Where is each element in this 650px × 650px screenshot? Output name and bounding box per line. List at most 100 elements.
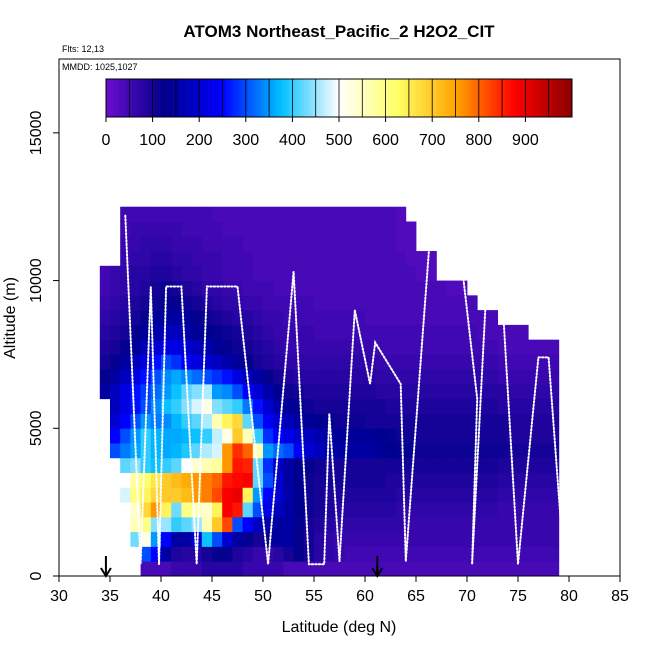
heatmap-cell-4-1: [140, 502, 152, 518]
heatmap-cell-24-23: [354, 206, 366, 222]
heatmap-cell-8-32: [436, 443, 447, 459]
heatmap-cell-24-16: [283, 206, 294, 222]
colorbar-segment-43: [206, 79, 209, 117]
heatmap-cell-17-32: [426, 310, 437, 326]
colorbar-segment-100: [339, 79, 342, 117]
heatmap-cell-14-26: [365, 354, 376, 370]
colorbar-segment-171: [504, 79, 508, 117]
heatmap-cell-19-12: [222, 280, 233, 296]
heatmap-cell-9-1: [120, 428, 131, 444]
heatmap-cell-4-4: [171, 502, 182, 518]
heatmap-cell-0-25: [395, 561, 407, 577]
colorbar-segment-96: [329, 79, 333, 117]
heatmap-cell-2-22: [354, 531, 366, 547]
heatmap-cell-20-4: [140, 265, 152, 281]
heatmap-cell-5-34: [467, 487, 478, 503]
heatmap-cell-7-36: [487, 457, 498, 473]
heatmap-cell-17-24: [344, 310, 356, 326]
colorbar-segment-140: [432, 79, 435, 117]
heatmap-cell-19-9: [191, 280, 203, 296]
heatmap-cell-2-37: [507, 531, 519, 547]
heatmap-cell-15-4: [140, 339, 152, 355]
colorbar-segment-67: [262, 79, 265, 117]
heatmap-cell-23-14: [263, 221, 274, 237]
heatmap-cell-7-8: [201, 457, 213, 473]
heatmap-cell-5-42: [548, 487, 560, 503]
x-tick-label-4: 50: [254, 588, 272, 605]
heatmap-cell-11-0: [110, 398, 121, 414]
heatmap-cell-10-6: [171, 413, 182, 429]
colorbar-segment-46: [213, 79, 216, 117]
colorbar-segment-13: [136, 79, 139, 117]
heatmap-cell-9-23: [344, 428, 356, 444]
heatmap-cell-23-13: [252, 221, 264, 237]
heatmap-cell-1-28: [426, 546, 437, 562]
colorbar-segment-94: [325, 79, 328, 117]
colorbar-tick-label-3: 300: [232, 132, 259, 149]
heatmap-cell-0-11: [252, 561, 264, 577]
heatmap-cell-14-27: [375, 354, 386, 370]
colorbar-segment-194: [558, 79, 561, 117]
colorbar-segment-189: [546, 79, 549, 117]
colorbar-segment-51: [224, 79, 228, 117]
heatmap-cell-12-23: [334, 383, 345, 400]
heatmap-cell-12-7: [171, 383, 182, 400]
heatmap-cell-17-8: [181, 310, 192, 326]
heatmap-cell-17-25: [354, 310, 366, 326]
heatmap-cell-3-34: [477, 516, 488, 533]
heatmap-cell-22-6: [181, 236, 192, 252]
heatmap-cell-22-7: [191, 236, 203, 252]
heatmap-cell-13-23: [334, 369, 345, 385]
heatmap-cell-0-7: [212, 561, 223, 577]
heatmap-cell-2-2: [150, 531, 162, 547]
heatmap-cell-8-41: [528, 443, 539, 459]
heatmap-cell-11-4: [150, 398, 162, 414]
heatmap-cell-0-10: [242, 561, 254, 577]
heatmap-cell-4-30: [436, 502, 447, 518]
heatmap-cell-20-8: [181, 265, 192, 281]
heatmap-cell-11-43: [548, 398, 560, 414]
heatmap-cell-19-23: [334, 280, 345, 296]
heatmap-cell-5-3: [150, 487, 162, 503]
heatmap-cell-13-27: [375, 369, 386, 385]
heatmap-cell-2-39: [528, 531, 539, 547]
heatmap-cell-6-10: [222, 472, 233, 488]
colorbar-segment-138: [427, 79, 431, 117]
heatmap-cell-0-27: [416, 561, 427, 577]
heatmap-cell-21-7: [191, 251, 203, 267]
heatmap-cell-16-34: [446, 324, 458, 341]
colorbar-segment-41: [201, 79, 205, 117]
heatmap-cell-6-0: [120, 472, 131, 488]
heatmap-cell-7-30: [426, 457, 437, 473]
heatmap-cell-16-6: [161, 324, 172, 341]
heatmap-cell-4-35: [487, 502, 498, 518]
colorbar-segment-182: [530, 79, 533, 117]
colorbar-segment-68: [264, 79, 268, 117]
heatmap-cell-0-26: [405, 561, 417, 577]
heatmap-cell-6-27: [395, 472, 407, 488]
heatmap-cell-23-20: [324, 221, 335, 237]
heatmap-cell-23-22: [344, 221, 356, 237]
heatmap-cell-21-12: [242, 251, 254, 267]
heatmap-cell-24-7: [191, 206, 203, 222]
heatmap-cell-10-31: [426, 413, 437, 429]
heatmap-cell-24-26: [385, 206, 396, 222]
colorbar-segment-22: [157, 79, 160, 117]
heatmap-cell-20-20: [303, 265, 315, 281]
heatmap-cell-2-17: [303, 531, 315, 547]
heatmap-cell-20-28: [385, 265, 396, 281]
colorbar-segment-19: [150, 79, 153, 117]
heatmap-cell-3-7: [201, 516, 213, 533]
colorbar-segment-36: [189, 79, 193, 117]
heatmap-cell-7-33: [456, 457, 468, 473]
heatmap-cell-14-36: [467, 354, 478, 370]
colorbar-segment-114: [371, 79, 375, 117]
colorbar-segment-155: [467, 79, 470, 117]
heatmap-cell-15-11: [212, 339, 223, 355]
heatmap-cell-23-16: [283, 221, 294, 237]
heatmap-cell-12-44: [548, 383, 560, 400]
heatmap-cell-19-14: [242, 280, 254, 296]
colorbar-segment-153: [462, 79, 466, 117]
colorbar-segment-157: [471, 79, 475, 117]
x-tick-label-1: 35: [101, 588, 119, 605]
